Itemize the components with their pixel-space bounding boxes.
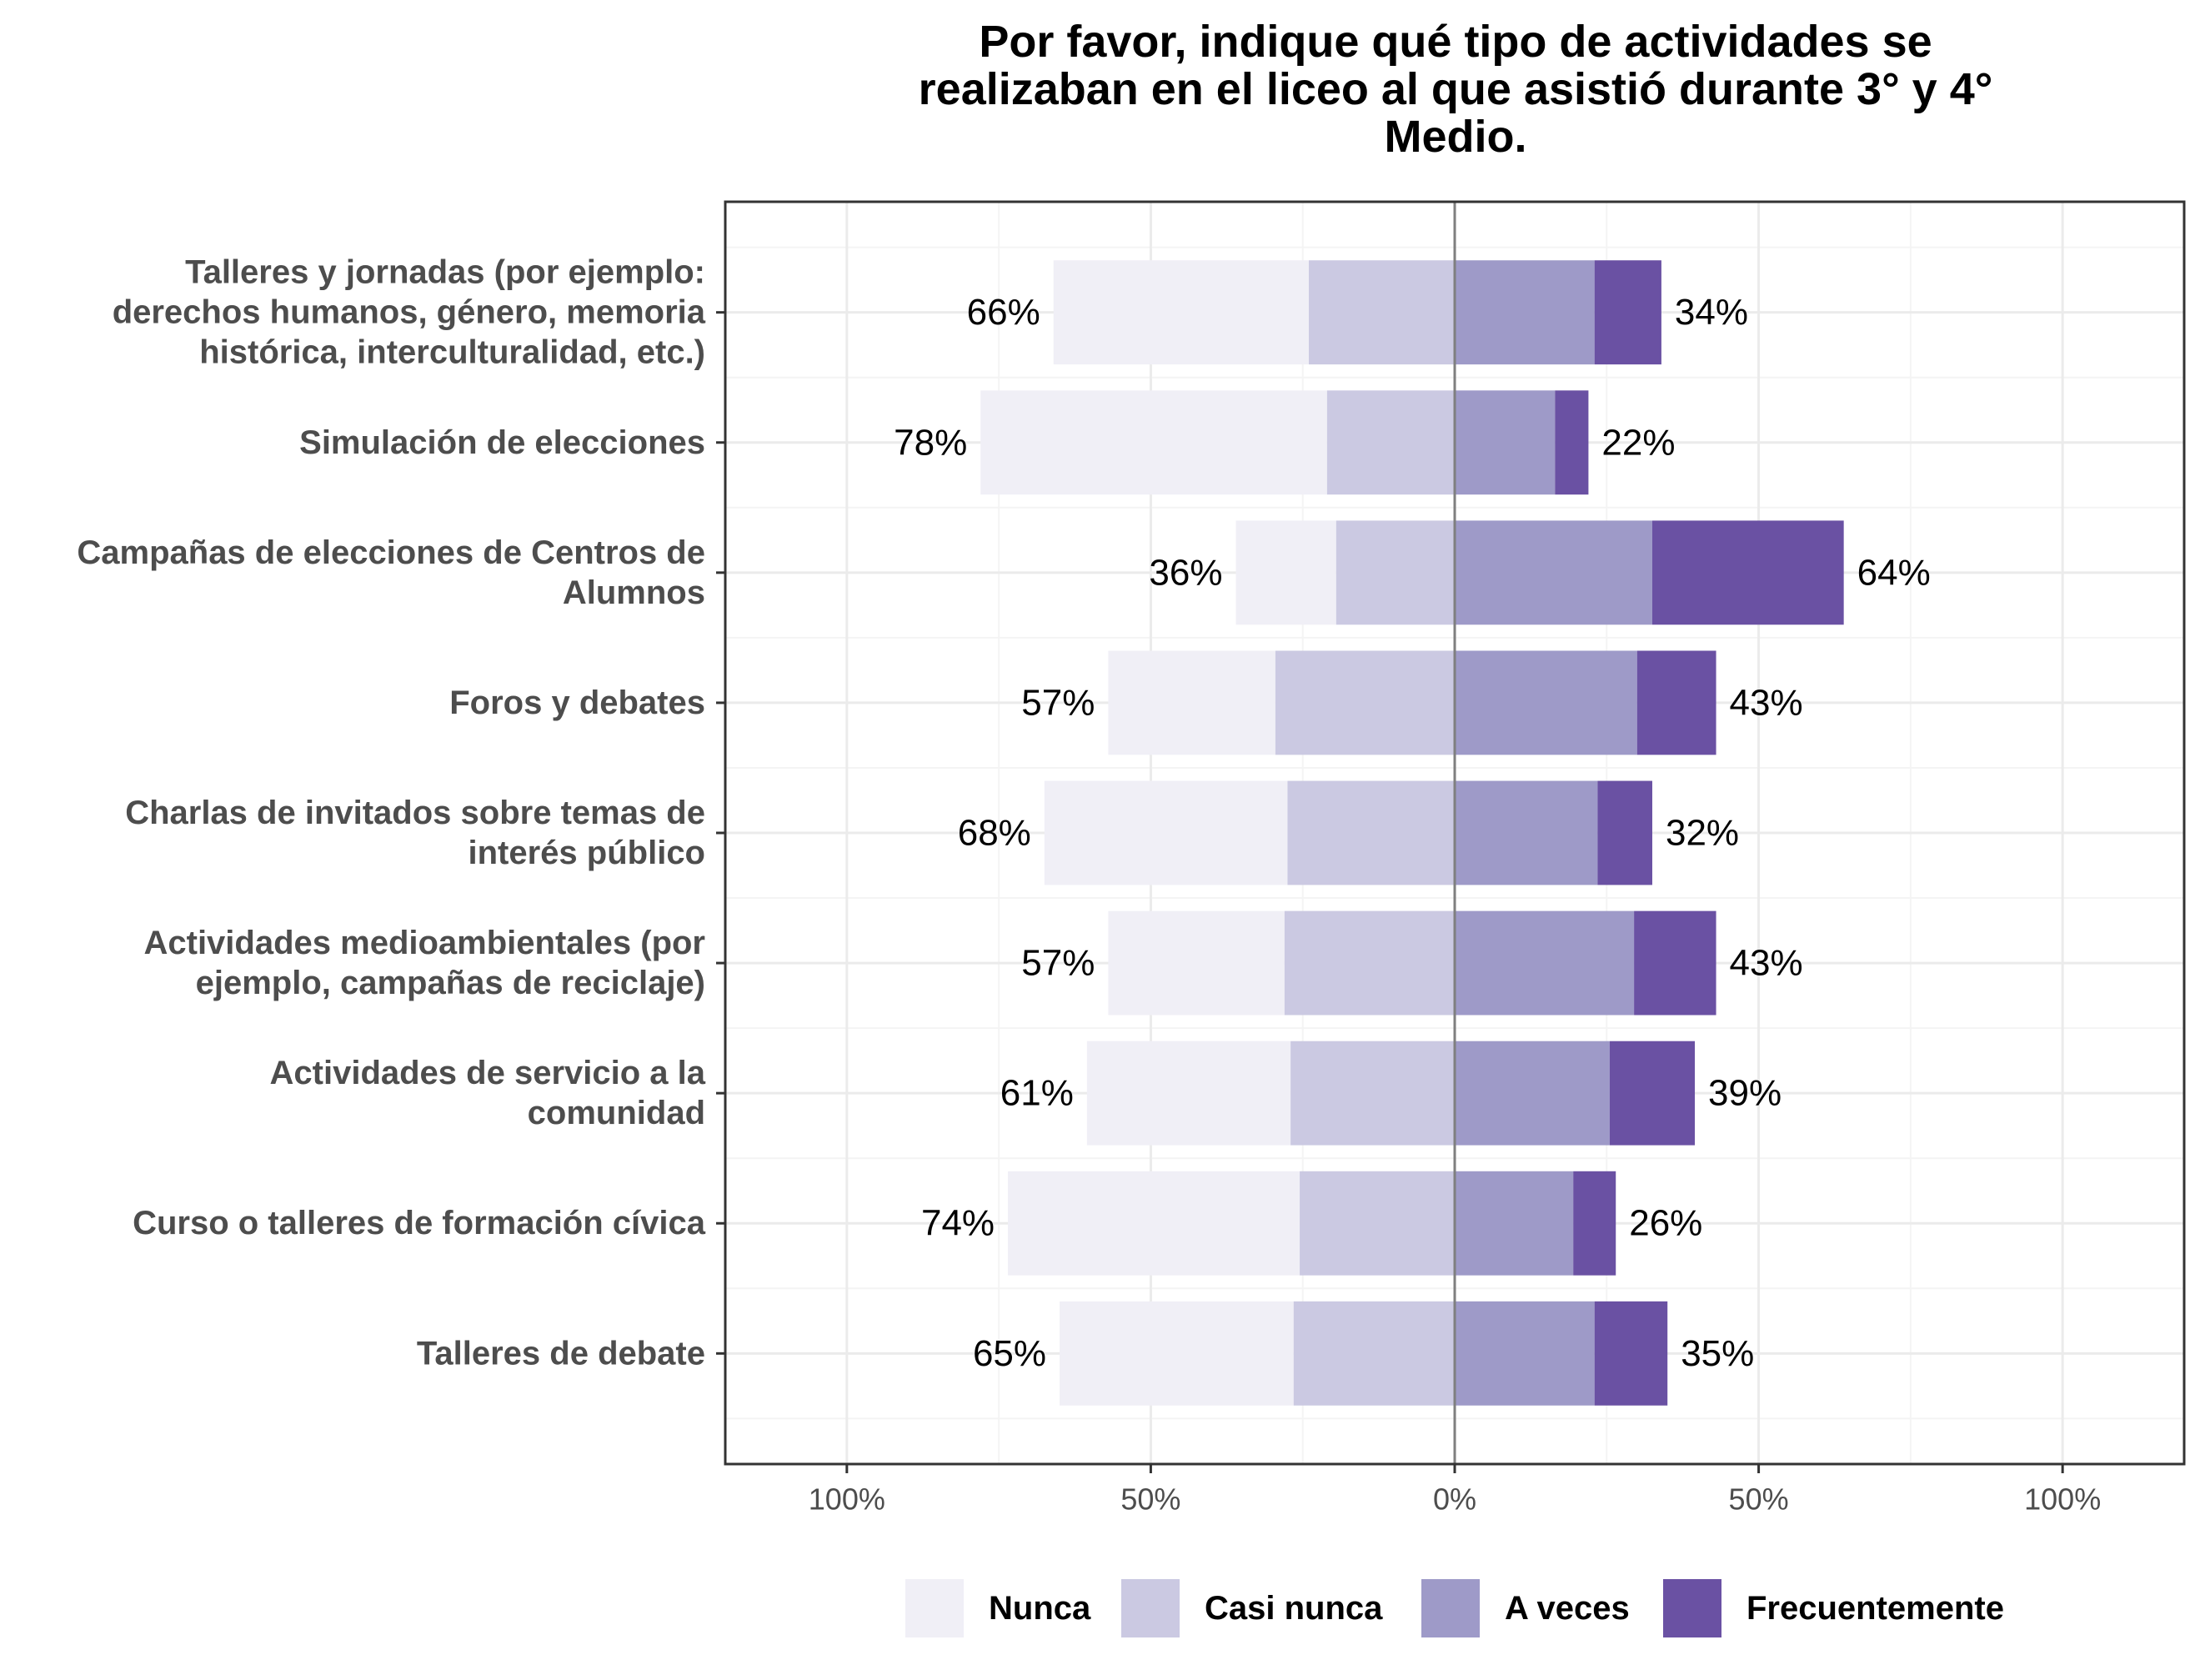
bar-nunca <box>1044 780 1288 885</box>
category-label: derechos humanos, género, memoria <box>113 294 706 331</box>
bar-nunca <box>1235 520 1336 625</box>
chart-title-line: Por favor, indique qué tipo de actividad… <box>979 17 1932 67</box>
legend-label: Casi nunca <box>1205 1590 1383 1627</box>
data-label-positive: 43% <box>1730 943 1803 984</box>
bar-casi-nunca <box>1275 650 1455 755</box>
legend-key <box>1421 1579 1480 1637</box>
category-label: Alumnos <box>563 574 705 611</box>
bar-nunca <box>1053 260 1309 365</box>
bar-frecuentemente <box>1636 650 1716 755</box>
category-label: Simulación de elecciones <box>299 424 705 461</box>
chart-title-line: realizaban en el liceo al que asistió du… <box>919 64 1993 114</box>
legend-key <box>1663 1579 1721 1637</box>
category-label: ejemplo, campañas de reciclaje) <box>196 965 705 1001</box>
chart-title-line: Medio. <box>1385 112 1527 162</box>
category-label: Talleres de debate <box>417 1335 705 1372</box>
bar-nunca <box>1060 1301 1294 1406</box>
category-label: Foros y debates <box>449 685 705 721</box>
bar-a-veces <box>1455 1041 1610 1146</box>
bar-casi-nunca <box>1309 260 1455 365</box>
bar-nunca <box>1108 910 1285 1016</box>
category-label: Actividades de servicio a la <box>270 1055 706 1091</box>
bar-group: 36% 64% <box>1149 520 1931 625</box>
bar-a-veces <box>1455 1171 1574 1276</box>
category-label: comunidad <box>528 1095 705 1131</box>
bar-nunca <box>1086 1041 1291 1146</box>
bar-a-veces <box>1455 780 1598 885</box>
bar-frecuentemente <box>1594 1301 1668 1406</box>
data-label-positive: 39% <box>1708 1073 1782 1114</box>
data-label-positive: 64% <box>1857 552 1931 593</box>
data-label-positive: 26% <box>1629 1203 1702 1244</box>
legend-key <box>905 1579 964 1637</box>
legend-key <box>1121 1579 1180 1637</box>
data-label-negative: 65% <box>973 1333 1046 1374</box>
category-label: Curso o talleres de formación cívica <box>133 1205 706 1241</box>
bar-casi-nunca <box>1300 1171 1455 1276</box>
category-label: interés público <box>469 835 706 871</box>
bar-frecuentemente <box>1634 910 1716 1016</box>
data-label-positive: 34% <box>1675 292 1748 333</box>
bar-casi-nunca <box>1293 1301 1455 1406</box>
bar-casi-nunca <box>1336 520 1455 625</box>
bar-frecuentemente <box>1573 1171 1616 1276</box>
bar-frecuentemente <box>1597 780 1652 885</box>
bar-group: 57% 43% <box>1021 910 1803 1016</box>
category-label: histórica, interculturalidad, etc.) <box>199 334 705 371</box>
bar-group: 66% 34% <box>967 260 1748 365</box>
bar-casi-nunca <box>1287 780 1455 885</box>
data-label-negative: 66% <box>967 292 1040 333</box>
bar-a-veces <box>1455 390 1556 495</box>
category-label: Talleres y jornadas (por ejemplo: <box>185 254 705 291</box>
data-label-negative: 61% <box>1000 1073 1074 1114</box>
bar-group: 65% 35% <box>973 1301 1754 1406</box>
bar-casi-nunca <box>1326 390 1455 495</box>
x-tick-label: 50% <box>1120 1482 1180 1517</box>
data-label-negative: 78% <box>894 422 967 463</box>
bar-a-veces <box>1455 260 1595 365</box>
category-label: Actividades medioambientales (por <box>143 925 705 961</box>
x-tick-label: 100% <box>2024 1482 2101 1517</box>
bar-a-veces <box>1455 1301 1595 1406</box>
bar-frecuentemente <box>1651 520 1844 625</box>
bar-group: 68% 32% <box>958 780 1739 885</box>
legend-label: Nunca <box>989 1590 1091 1627</box>
bar-frecuentemente <box>1555 390 1589 495</box>
legend-label: Frecuentemente <box>1746 1590 2004 1627</box>
data-label-positive: 43% <box>1730 682 1803 723</box>
bar-a-veces <box>1455 910 1635 1016</box>
bar-casi-nunca <box>1290 1041 1455 1146</box>
bar-a-veces <box>1455 520 1652 625</box>
data-label-positive: 35% <box>1681 1333 1754 1374</box>
data-label-positive: 32% <box>1666 813 1739 854</box>
bar-group: 74% 26% <box>921 1171 1702 1276</box>
category-label: Charlas de invitados sobre temas de <box>125 795 705 831</box>
legend: Nunca Casi nunca A veces Frecuentemente <box>905 1579 2004 1637</box>
data-label-negative: 68% <box>958 813 1031 854</box>
x-tick-label: 50% <box>1729 1482 1789 1517</box>
bar-casi-nunca <box>1284 910 1455 1016</box>
bar-nunca <box>1108 650 1275 755</box>
category-label: Campañas de elecciones de Centros de <box>77 534 705 571</box>
data-label-negative: 57% <box>1021 682 1095 723</box>
bar-group: 78% 22% <box>894 390 1675 495</box>
bar-a-veces <box>1455 650 1637 755</box>
data-label-negative: 57% <box>1021 943 1095 984</box>
x-tick-label: 0% <box>1433 1482 1476 1517</box>
bar-frecuentemente <box>1594 260 1661 365</box>
bar-nunca <box>980 390 1327 495</box>
data-label-positive: 22% <box>1601 422 1675 463</box>
bar-group: 57% 43% <box>1021 650 1803 755</box>
legend-label: A veces <box>1505 1590 1630 1627</box>
bar-nunca <box>1008 1171 1300 1276</box>
bar-group: 61% 39% <box>1000 1041 1782 1146</box>
data-label-negative: 74% <box>921 1203 995 1244</box>
x-tick-label: 100% <box>809 1482 885 1517</box>
data-label-negative: 36% <box>1149 552 1222 593</box>
bar-frecuentemente <box>1609 1041 1696 1146</box>
